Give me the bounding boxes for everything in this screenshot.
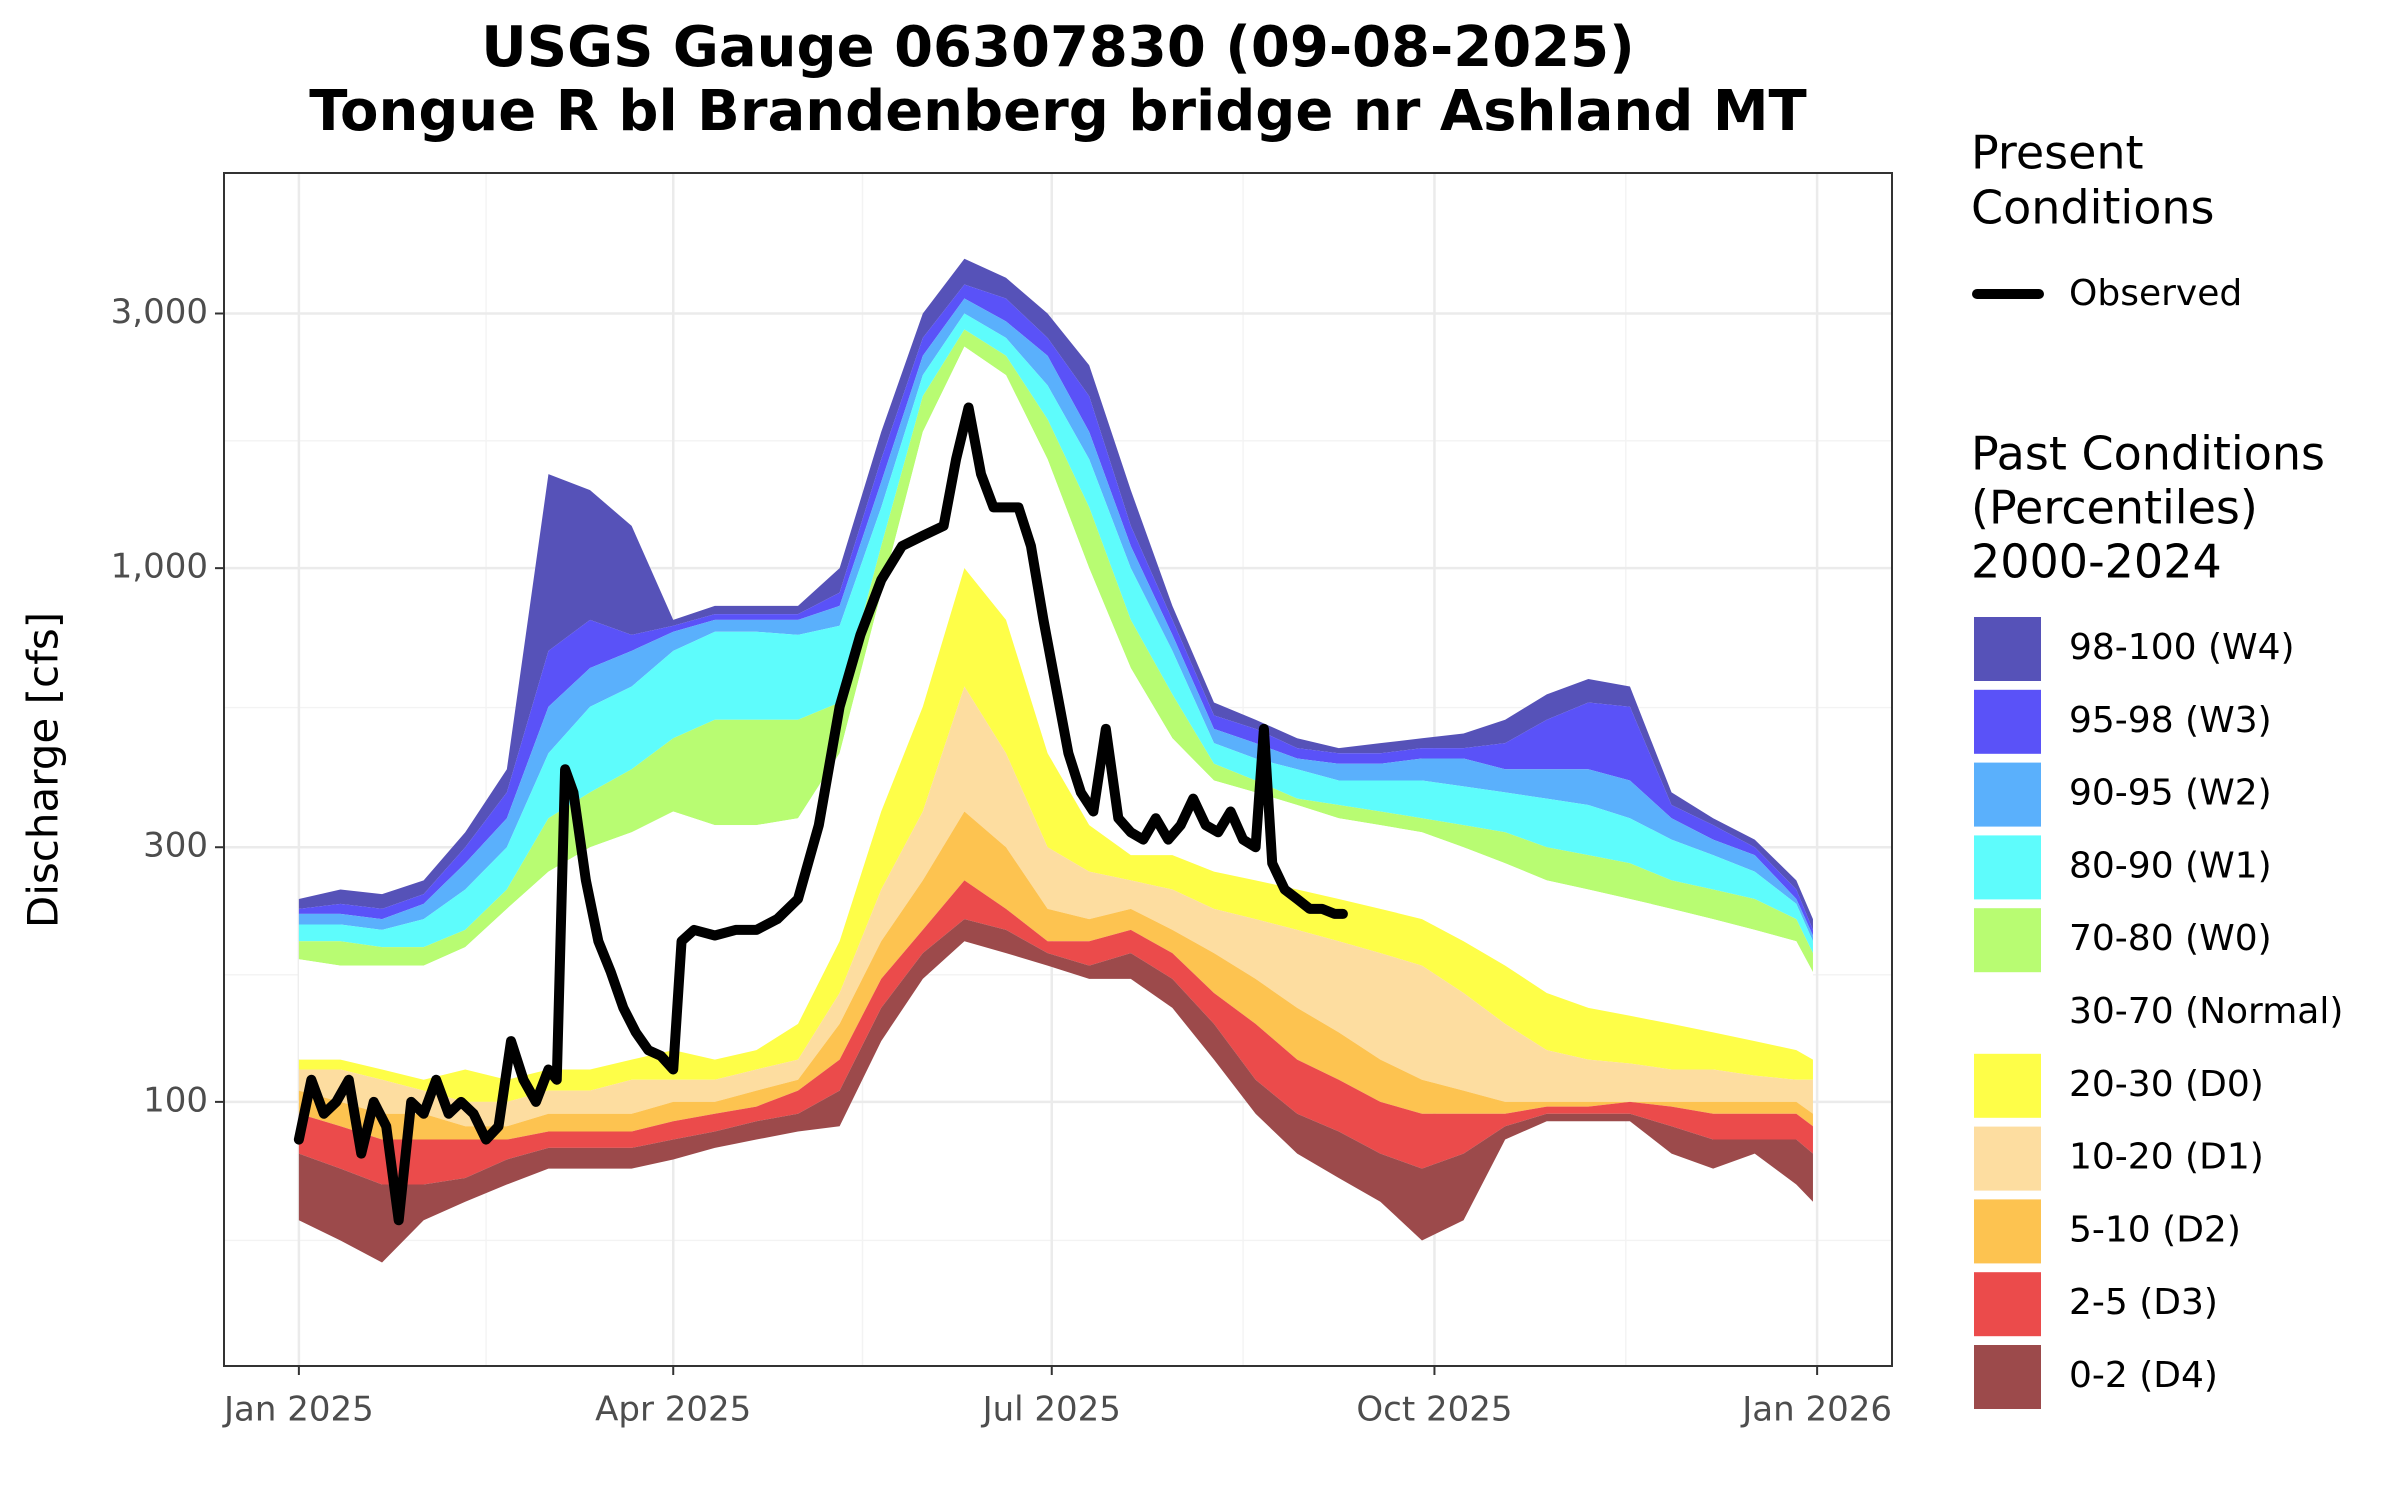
- percentile-band: [298, 313, 1813, 954]
- legend-swatch: [1974, 908, 2041, 973]
- legend-label: 70-80 (W0): [2069, 918, 2272, 959]
- legend-label: 0-2 (D4): [2069, 1355, 2218, 1396]
- legend-label: 5-10 (D2): [2069, 1209, 2241, 1250]
- legend-swatch: [1974, 1199, 2041, 1264]
- legend-label: Observed: [2069, 273, 2242, 314]
- percentile-band: [298, 298, 1813, 942]
- y-tick-label: 300: [143, 826, 208, 866]
- legend-label: 80-90 (W1): [2069, 845, 2272, 886]
- x-tick-label: Jan 2026: [1740, 1390, 1892, 1430]
- bands: [298, 258, 1813, 1263]
- legend-swatch: [1974, 689, 2041, 754]
- percentile-band: [298, 568, 1813, 1102]
- legend-swatch: [1974, 1053, 2041, 1118]
- legend-label: 30-70 (Normal): [2069, 991, 2343, 1032]
- percentile-band: [298, 258, 1813, 930]
- legend-title: Present: [1971, 126, 2144, 180]
- plot-border: [223, 172, 1893, 1367]
- legend-swatch: [1974, 762, 2041, 827]
- y-axis-title: Discharge [cfs]: [19, 612, 68, 928]
- legend-title: 2000-2024: [1971, 535, 2222, 589]
- legend-title: Conditions: [1971, 181, 2214, 235]
- percentile-band: [298, 329, 1813, 973]
- percentile-band: [298, 880, 1813, 1185]
- x-tick-label: Jan 2025: [222, 1390, 374, 1430]
- legend-label: 2-5 (D3): [2069, 1282, 2218, 1323]
- percentile-band: [298, 686, 1813, 1127]
- y-tick-label: 100: [143, 1080, 208, 1120]
- legend-swatch: [1974, 1345, 2041, 1409]
- legend-swatch: [1974, 1126, 2041, 1191]
- observed-line: [293, 402, 1348, 1226]
- legend-label: 20-30 (D0): [2069, 1064, 2264, 1105]
- percentile-band: [298, 284, 1813, 936]
- x-tick-label: Apr 2025: [595, 1390, 751, 1430]
- legend-swatch: [1974, 1272, 2041, 1337]
- legend-title: Past Conditions: [1971, 427, 2325, 481]
- legend-label: 10-20 (D1): [2069, 1137, 2264, 1178]
- legend-swatch: [1974, 617, 2041, 681]
- y-tick-label: 3,000: [111, 292, 208, 332]
- axes: Jan 2025 Apr 2025 Jul 2025 Oct 2025 Jan 2026…: [111, 292, 1892, 1430]
- legend-label: 95-98 (W3): [2069, 700, 2272, 741]
- x-tick-label: Oct 2025: [1356, 1390, 1512, 1430]
- legend-swatch: [1974, 835, 2041, 900]
- legend-label: 90-95 (W2): [2069, 773, 2272, 814]
- legend-title: (Percentiles): [1971, 481, 2258, 535]
- lines: [293, 402, 1348, 1226]
- chart-title: Tongue R bl Brandenberg bridge nr Ashlan…: [309, 79, 1807, 144]
- legend-label: 98-100 (W4): [2069, 627, 2295, 668]
- percentile-band: [298, 919, 1813, 1263]
- legend-swatch: [1974, 981, 2041, 1045]
- y-tick-label: 1,000: [111, 547, 208, 587]
- x-tick-label: Jul 2025: [981, 1390, 1121, 1430]
- chart-title: USGS Gauge 06307830 (09-08-2025): [481, 15, 1634, 80]
